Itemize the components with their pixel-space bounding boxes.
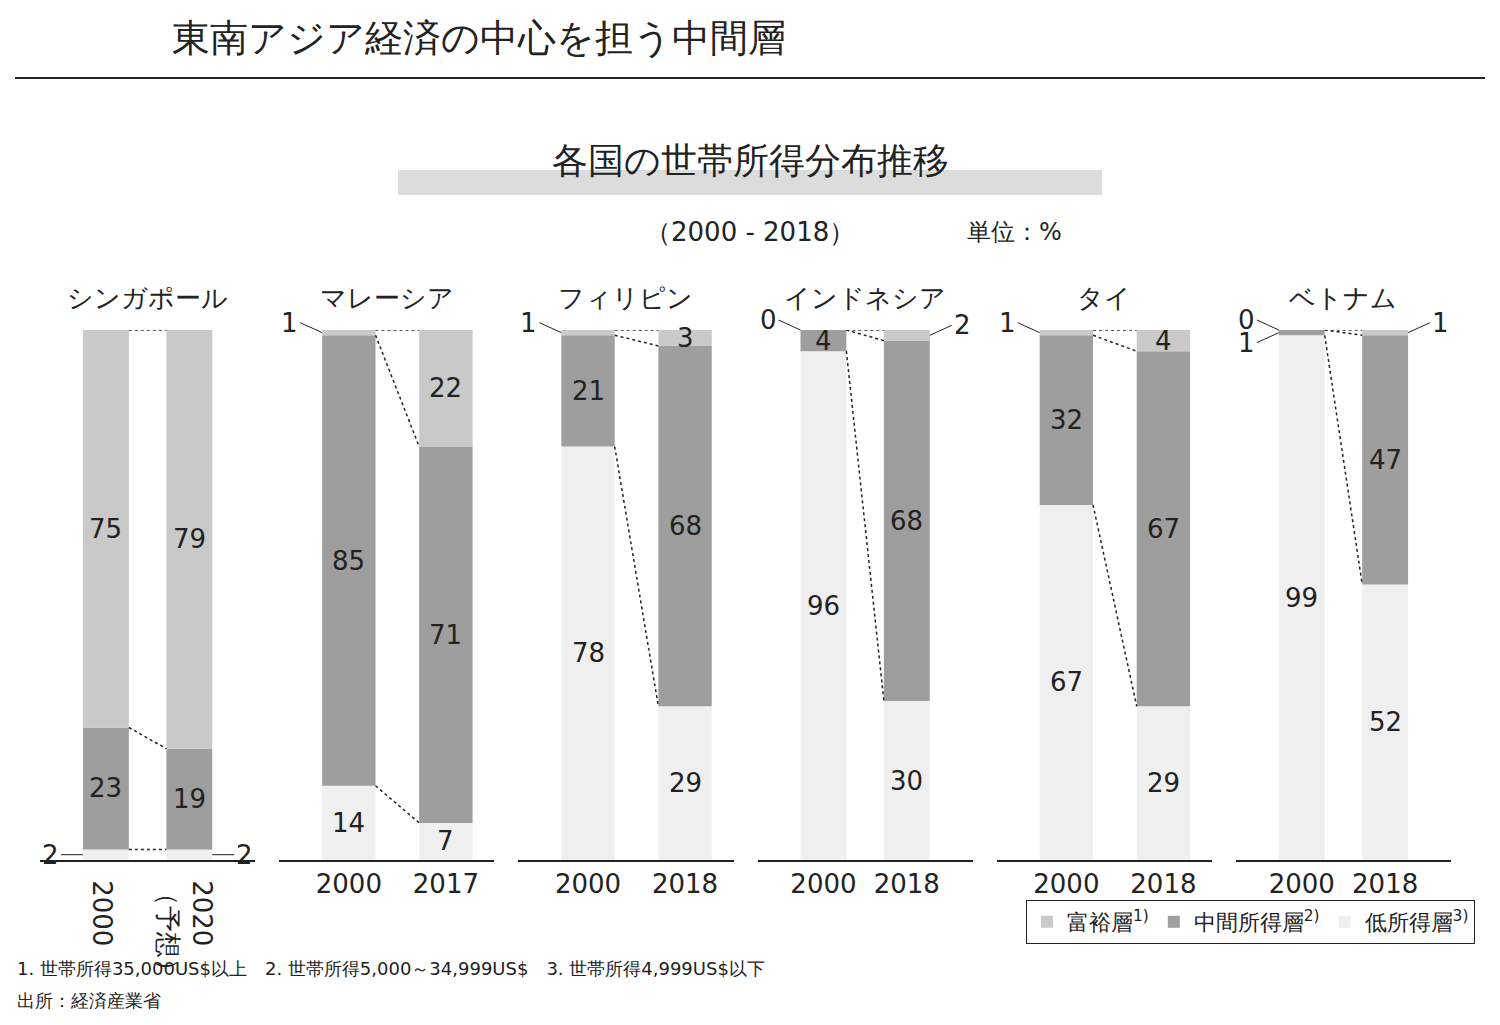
svg-text:71: 71: [429, 620, 462, 650]
svg-text:単位：%: 単位：%: [967, 218, 1062, 246]
svg-text:29: 29: [1147, 768, 1180, 798]
svg-text:2000: 2000: [1269, 869, 1335, 899]
svg-text:47: 47: [1369, 445, 1402, 475]
svg-text:21: 21: [572, 376, 605, 406]
svg-text:タイ: タイ: [1077, 283, 1131, 313]
svg-text:52: 52: [1369, 707, 1402, 737]
svg-text:2000: 2000: [316, 869, 382, 899]
svg-text:1: 1: [1238, 328, 1255, 358]
svg-text:2000: 2000: [555, 869, 621, 899]
svg-text:1: 1: [520, 308, 537, 338]
svg-text:東南アジア経済の中心を担う中間層: 東南アジア経済の中心を担う中間層: [172, 16, 786, 60]
svg-text:2018: 2018: [1352, 869, 1418, 899]
svg-text:2000: 2000: [1033, 869, 1099, 899]
svg-text:3: 3: [677, 323, 694, 353]
svg-text:中間所得層​2)​: 中間所得層​2)​: [1194, 907, 1320, 935]
svg-text:2018: 2018: [874, 869, 940, 899]
svg-text:インドネシア: インドネシア: [784, 283, 946, 313]
svg-text:2: 2: [236, 840, 253, 870]
svg-text:75: 75: [89, 514, 122, 544]
svg-text:29: 29: [669, 768, 702, 798]
svg-text:（2000 - 2018）: （2000 - 2018）: [645, 217, 855, 247]
svg-text:2017: 2017: [413, 869, 479, 899]
svg-text:96: 96: [807, 591, 840, 621]
svg-text:32: 32: [1050, 405, 1083, 435]
svg-text:1: 1: [999, 308, 1016, 338]
svg-text:2000: 2000: [87, 880, 117, 946]
svg-text:シンガポール: シンガポール: [67, 283, 228, 313]
svg-text:1. 世帯所得35,000US$以上 2. 世帯所得5,00: 1. 世帯所得35,000US$以上 2. 世帯所得5,000～34,999US…: [17, 958, 765, 979]
svg-text:68: 68: [669, 511, 702, 541]
svg-text:67: 67: [1147, 514, 1180, 544]
svg-text:99: 99: [1285, 583, 1318, 613]
svg-text:2000: 2000: [790, 869, 856, 899]
svg-text:4: 4: [1155, 326, 1172, 356]
svg-text:低所得層​3)​: 低所得層​3)​: [1365, 907, 1469, 935]
svg-text:68: 68: [890, 506, 923, 536]
svg-text:14: 14: [332, 808, 365, 838]
svg-text:1: 1: [281, 308, 298, 338]
svg-text:0: 0: [760, 305, 777, 335]
svg-text:67: 67: [1050, 667, 1083, 697]
svg-text:23: 23: [89, 773, 122, 803]
svg-text:1: 1: [1432, 308, 1449, 338]
svg-text:7: 7: [437, 826, 454, 856]
svg-text:2: 2: [954, 310, 971, 340]
svg-text:4: 4: [815, 326, 832, 356]
svg-text:19: 19: [173, 784, 206, 814]
svg-text:2020（予想）: 2020（予想）: [153, 880, 217, 984]
svg-text:フィリピン: フィリピン: [558, 283, 693, 313]
svg-text:ベトナム: ベトナム: [1289, 283, 1397, 313]
svg-text:2018: 2018: [652, 869, 718, 899]
svg-text:富裕層​1)​: 富裕層​1)​: [1067, 907, 1149, 935]
svg-text:0: 0: [1238, 305, 1255, 335]
svg-text:78: 78: [572, 638, 605, 668]
svg-text:出所：経済産業省: 出所：経済産業省: [17, 990, 161, 1011]
svg-text:85: 85: [332, 546, 365, 576]
svg-text:各国の世帯所得分布推移: 各国の世帯所得分布推移: [552, 140, 949, 181]
svg-text:79: 79: [173, 524, 206, 554]
svg-text:マレーシア: マレーシア: [320, 283, 454, 313]
svg-text:30: 30: [890, 766, 923, 796]
svg-text:2018: 2018: [1130, 869, 1196, 899]
svg-text:22: 22: [429, 373, 462, 403]
svg-text:2: 2: [42, 840, 59, 870]
